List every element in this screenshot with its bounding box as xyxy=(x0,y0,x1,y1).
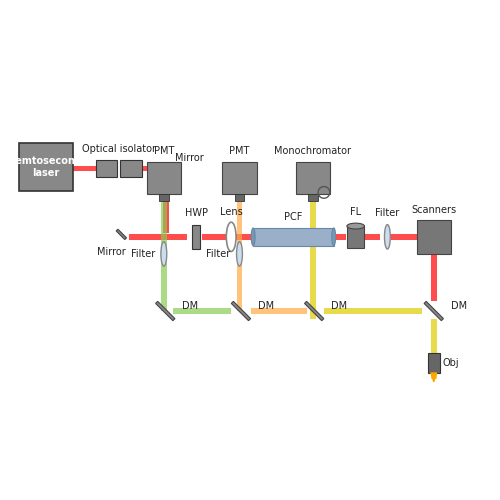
Text: PMT: PMT xyxy=(154,146,174,156)
Text: Monochromator: Monochromator xyxy=(274,146,351,156)
Polygon shape xyxy=(431,373,436,382)
FancyBboxPatch shape xyxy=(72,166,100,172)
Text: DM: DM xyxy=(451,301,467,311)
FancyBboxPatch shape xyxy=(336,234,346,239)
FancyBboxPatch shape xyxy=(232,302,250,320)
FancyBboxPatch shape xyxy=(116,229,126,239)
FancyBboxPatch shape xyxy=(164,179,169,233)
FancyBboxPatch shape xyxy=(424,302,444,320)
Ellipse shape xyxy=(236,242,242,266)
FancyBboxPatch shape xyxy=(202,234,226,239)
Ellipse shape xyxy=(332,228,336,246)
FancyBboxPatch shape xyxy=(431,254,436,302)
Text: Mirror: Mirror xyxy=(97,246,126,256)
FancyBboxPatch shape xyxy=(250,308,307,314)
FancyBboxPatch shape xyxy=(304,302,324,320)
FancyBboxPatch shape xyxy=(156,302,175,320)
FancyBboxPatch shape xyxy=(120,160,142,178)
FancyBboxPatch shape xyxy=(161,202,167,248)
Text: FL: FL xyxy=(350,208,361,218)
FancyBboxPatch shape xyxy=(192,224,200,249)
FancyBboxPatch shape xyxy=(428,354,440,373)
FancyBboxPatch shape xyxy=(388,234,416,239)
FancyBboxPatch shape xyxy=(310,202,316,320)
Text: HWP: HWP xyxy=(184,208,208,218)
FancyBboxPatch shape xyxy=(234,194,244,201)
Text: Filter: Filter xyxy=(131,249,155,259)
FancyBboxPatch shape xyxy=(253,228,334,246)
Text: Optical isolator: Optical isolator xyxy=(82,144,156,154)
Text: PMT: PMT xyxy=(230,146,250,156)
FancyBboxPatch shape xyxy=(431,370,436,380)
Text: Obj: Obj xyxy=(442,358,459,368)
FancyBboxPatch shape xyxy=(160,168,170,178)
Ellipse shape xyxy=(226,222,236,252)
FancyBboxPatch shape xyxy=(136,166,163,172)
FancyBboxPatch shape xyxy=(236,260,242,311)
Text: DM: DM xyxy=(332,301,347,311)
FancyBboxPatch shape xyxy=(19,142,72,192)
Text: Filter: Filter xyxy=(206,249,231,259)
Text: Scanners: Scanners xyxy=(411,205,457,215)
FancyBboxPatch shape xyxy=(431,320,436,355)
FancyBboxPatch shape xyxy=(222,162,256,194)
FancyBboxPatch shape xyxy=(358,234,380,239)
FancyBboxPatch shape xyxy=(324,308,422,314)
Ellipse shape xyxy=(384,224,390,249)
Ellipse shape xyxy=(251,228,255,246)
FancyBboxPatch shape xyxy=(146,162,181,194)
Text: DM: DM xyxy=(182,301,198,311)
FancyBboxPatch shape xyxy=(96,160,118,178)
FancyBboxPatch shape xyxy=(308,194,318,201)
Text: DM: DM xyxy=(258,301,274,311)
FancyBboxPatch shape xyxy=(236,202,242,248)
FancyBboxPatch shape xyxy=(159,194,168,201)
FancyBboxPatch shape xyxy=(161,260,167,311)
FancyBboxPatch shape xyxy=(232,234,253,239)
FancyBboxPatch shape xyxy=(296,162,330,194)
Text: Mirror: Mirror xyxy=(175,153,204,163)
FancyBboxPatch shape xyxy=(128,234,188,239)
Text: Filter: Filter xyxy=(376,208,400,218)
Text: PCF: PCF xyxy=(284,212,302,222)
Ellipse shape xyxy=(347,223,364,229)
FancyBboxPatch shape xyxy=(347,226,364,248)
Ellipse shape xyxy=(161,242,167,266)
Text: Lens: Lens xyxy=(220,208,242,218)
FancyBboxPatch shape xyxy=(172,308,231,314)
FancyBboxPatch shape xyxy=(416,220,451,254)
Text: Femtosecond
laser: Femtosecond laser xyxy=(10,156,82,178)
